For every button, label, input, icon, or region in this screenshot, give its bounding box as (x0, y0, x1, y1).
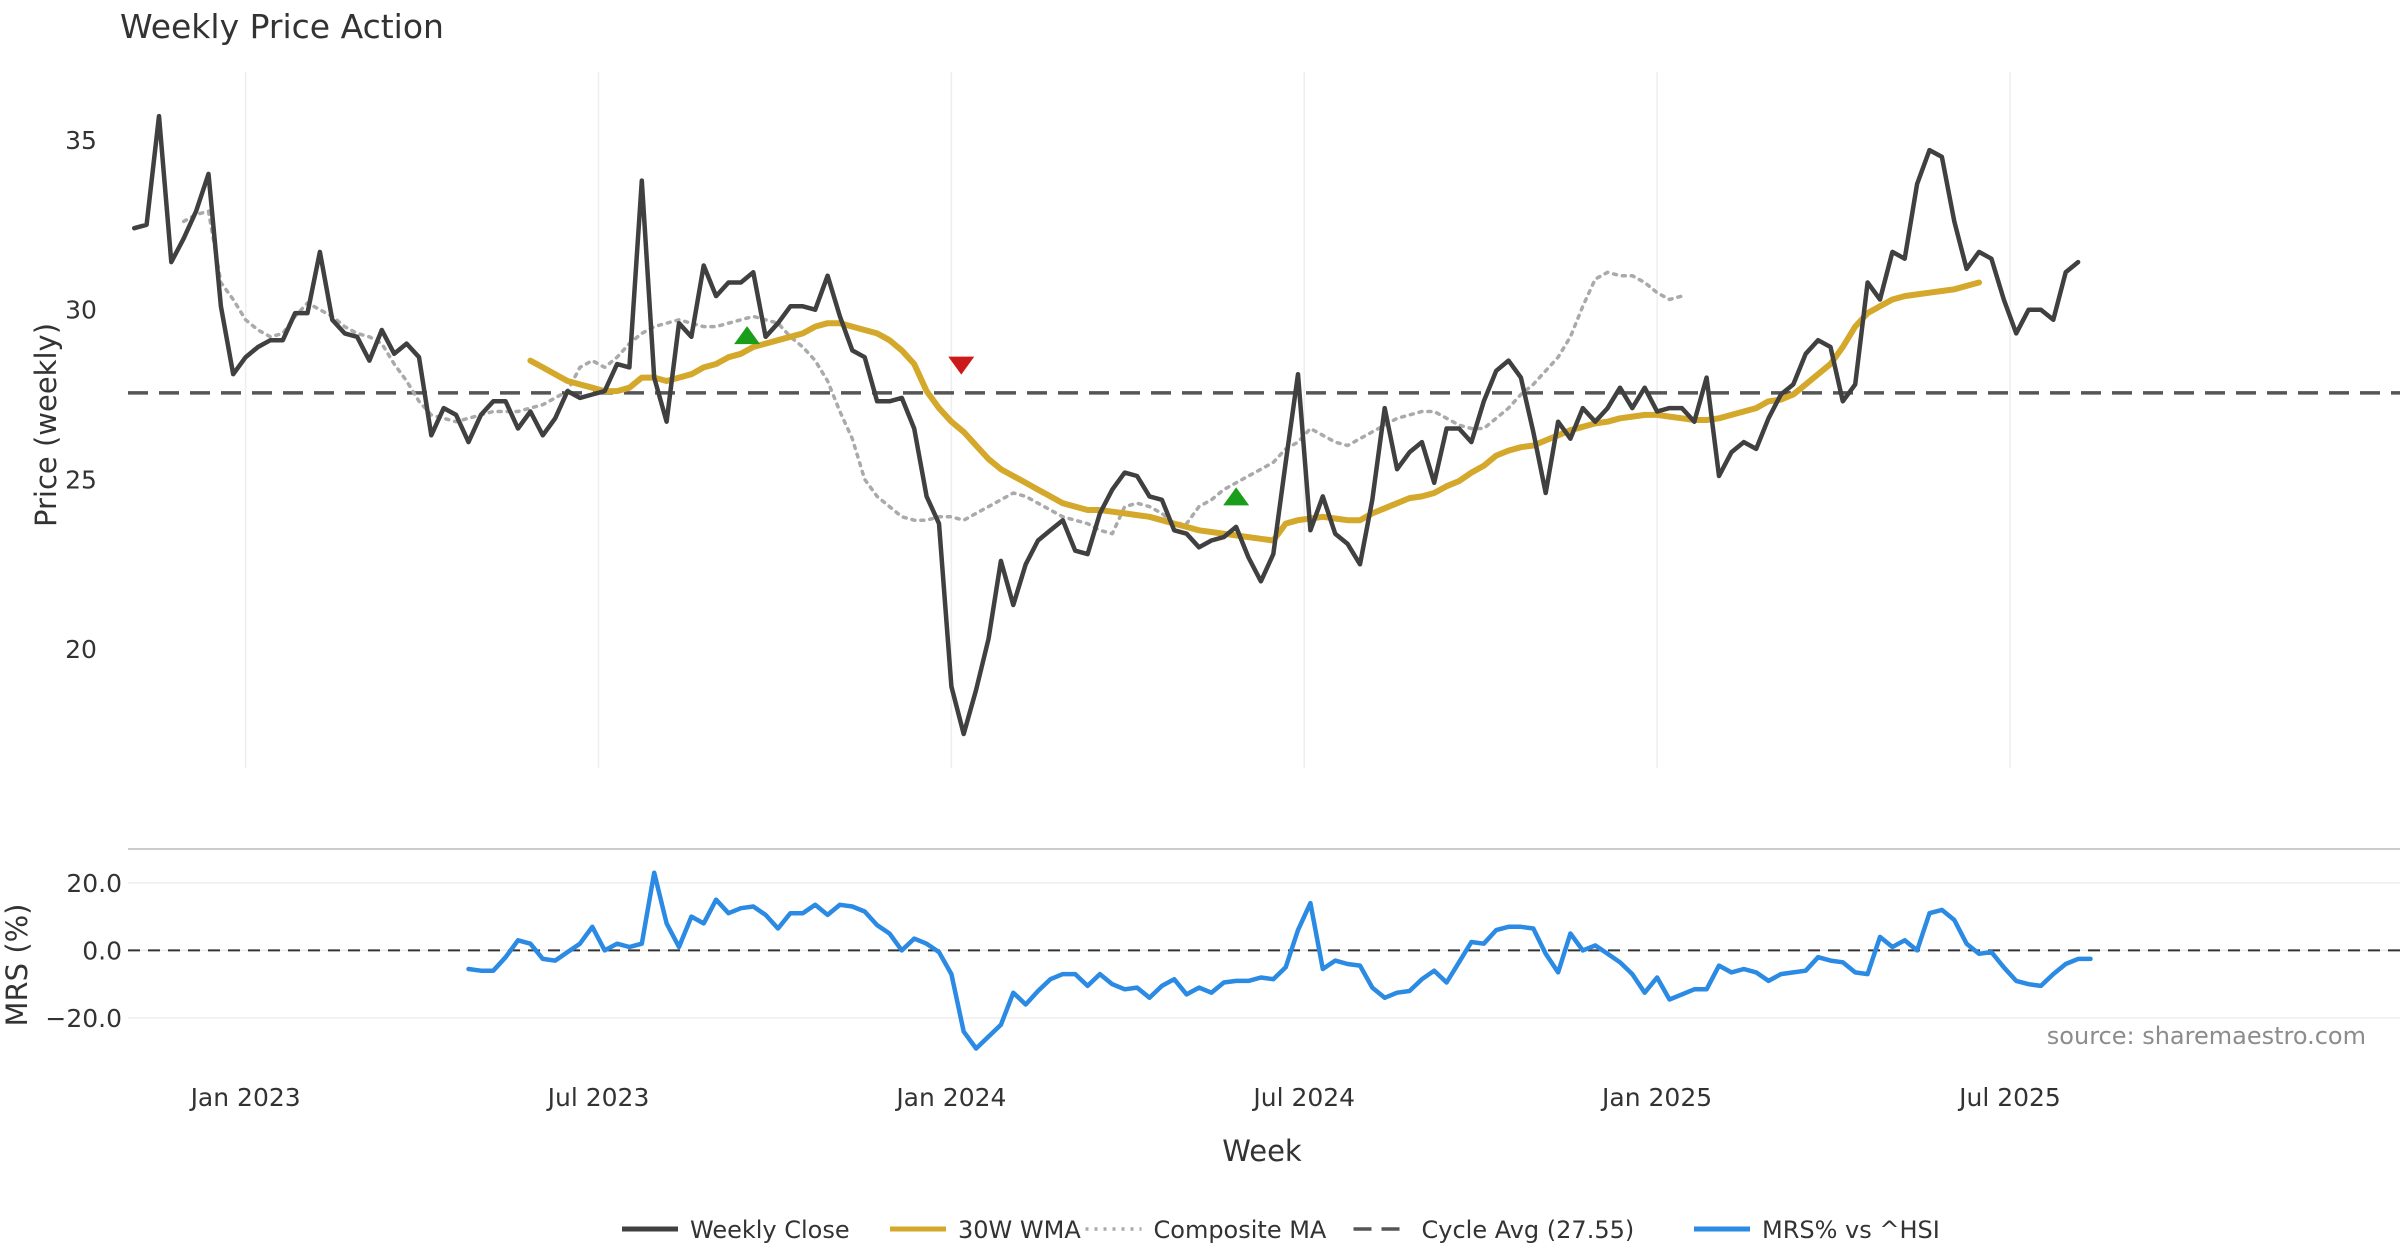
x-axis-label: Week (1222, 1134, 1302, 1168)
mrs-y-axis-label: MRS (%) (0, 904, 34, 1027)
mrs-line (466, 870, 2093, 1051)
legend-item: Weekly Close (622, 1216, 850, 1244)
x-tick-label: Jan 2023 (189, 1083, 301, 1112)
mrs-y-tick-label: 20.0 (66, 869, 122, 898)
x-tick-label: Jan 2025 (1600, 1083, 1712, 1112)
buy-signal-marker (734, 326, 761, 345)
weekly-close-line (131, 113, 2081, 737)
legend-item: 30W WMA (890, 1216, 1081, 1244)
mrs-panel: 20.00.0−20.0 MRS (%) Jan 2023 Jul 2023 Jan… (0, 848, 2400, 1168)
price-panel: 20 25 30 35 Price (weekly) (29, 72, 2400, 768)
price-y-tick-label: 25 (65, 465, 97, 494)
signal-markers (734, 326, 1250, 506)
legend-label: 30W WMA (958, 1216, 1081, 1244)
price-y-ticks: 20 25 30 35 (65, 126, 97, 664)
legend-label: MRS% vs ^HSI (1762, 1216, 1940, 1244)
30w-wma-line (527, 279, 1982, 544)
sell-signal-marker (948, 356, 975, 375)
x-tick-label: Jul 2024 (1251, 1083, 1355, 1112)
composite-ma-line (181, 209, 1684, 536)
mrs-y-tick-label: 0.0 (82, 936, 122, 965)
mrs-y-ticks: 20.0 0.0 −20.0 (45, 869, 2400, 1033)
price-series-group (131, 113, 2081, 737)
legend: Weekly Close 30W WMA Composite MA Cycle Avg… (622, 1216, 1940, 1244)
buy-signal-marker (1223, 487, 1250, 506)
chart-title: Weekly Price Action (120, 7, 444, 46)
x-tick-label: Jul 2023 (546, 1083, 650, 1112)
legend-item: Cycle Avg (27.55) (1353, 1216, 1635, 1244)
mrs-y-tick-label: −20.0 (45, 1004, 122, 1033)
x-axis-ticks: Jan 2023 Jul 2023 Jan 2024 Jul 2024 Jan 2025… (189, 1083, 2061, 1112)
legend-item: MRS% vs ^HSI (1694, 1216, 1940, 1244)
mrs-series-group (466, 870, 2093, 1051)
legend-label: Weekly Close (690, 1216, 850, 1244)
legend-item: Composite MA (1085, 1216, 1327, 1244)
x-tick-label: Jul 2025 (1957, 1083, 2061, 1112)
price-y-tick-label: 35 (65, 126, 97, 155)
x-tick-label: Jan 2024 (894, 1083, 1006, 1112)
price-y-tick-label: 30 (65, 296, 97, 325)
legend-label: Composite MA (1154, 1216, 1327, 1244)
source-label: source: sharemaestro.com (2047, 1022, 2366, 1050)
price-y-tick-label: 20 (65, 635, 97, 664)
price-y-axis-label: Price (weekly) (29, 323, 63, 527)
legend-label: Cycle Avg (27.55) (1422, 1216, 1635, 1244)
